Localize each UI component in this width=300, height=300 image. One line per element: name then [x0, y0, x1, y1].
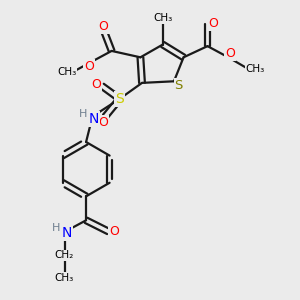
Text: O: O	[98, 116, 108, 129]
Text: H: H	[52, 223, 61, 233]
Text: O: O	[92, 78, 101, 91]
Text: CH₃: CH₃	[153, 13, 172, 23]
Text: CH₂: CH₂	[54, 250, 73, 260]
Text: O: O	[109, 225, 119, 238]
Text: S: S	[175, 79, 183, 92]
Text: N: N	[89, 112, 99, 126]
Text: O: O	[84, 60, 94, 74]
Text: O: O	[225, 47, 235, 60]
Text: CH₃: CH₃	[54, 273, 73, 283]
Text: H: H	[79, 109, 88, 119]
Text: N: N	[62, 226, 72, 240]
Text: S: S	[115, 92, 124, 106]
Text: CH₃: CH₃	[246, 64, 265, 74]
Text: O: O	[99, 20, 109, 34]
Text: O: O	[208, 17, 218, 30]
Text: CH₃: CH₃	[57, 67, 76, 77]
